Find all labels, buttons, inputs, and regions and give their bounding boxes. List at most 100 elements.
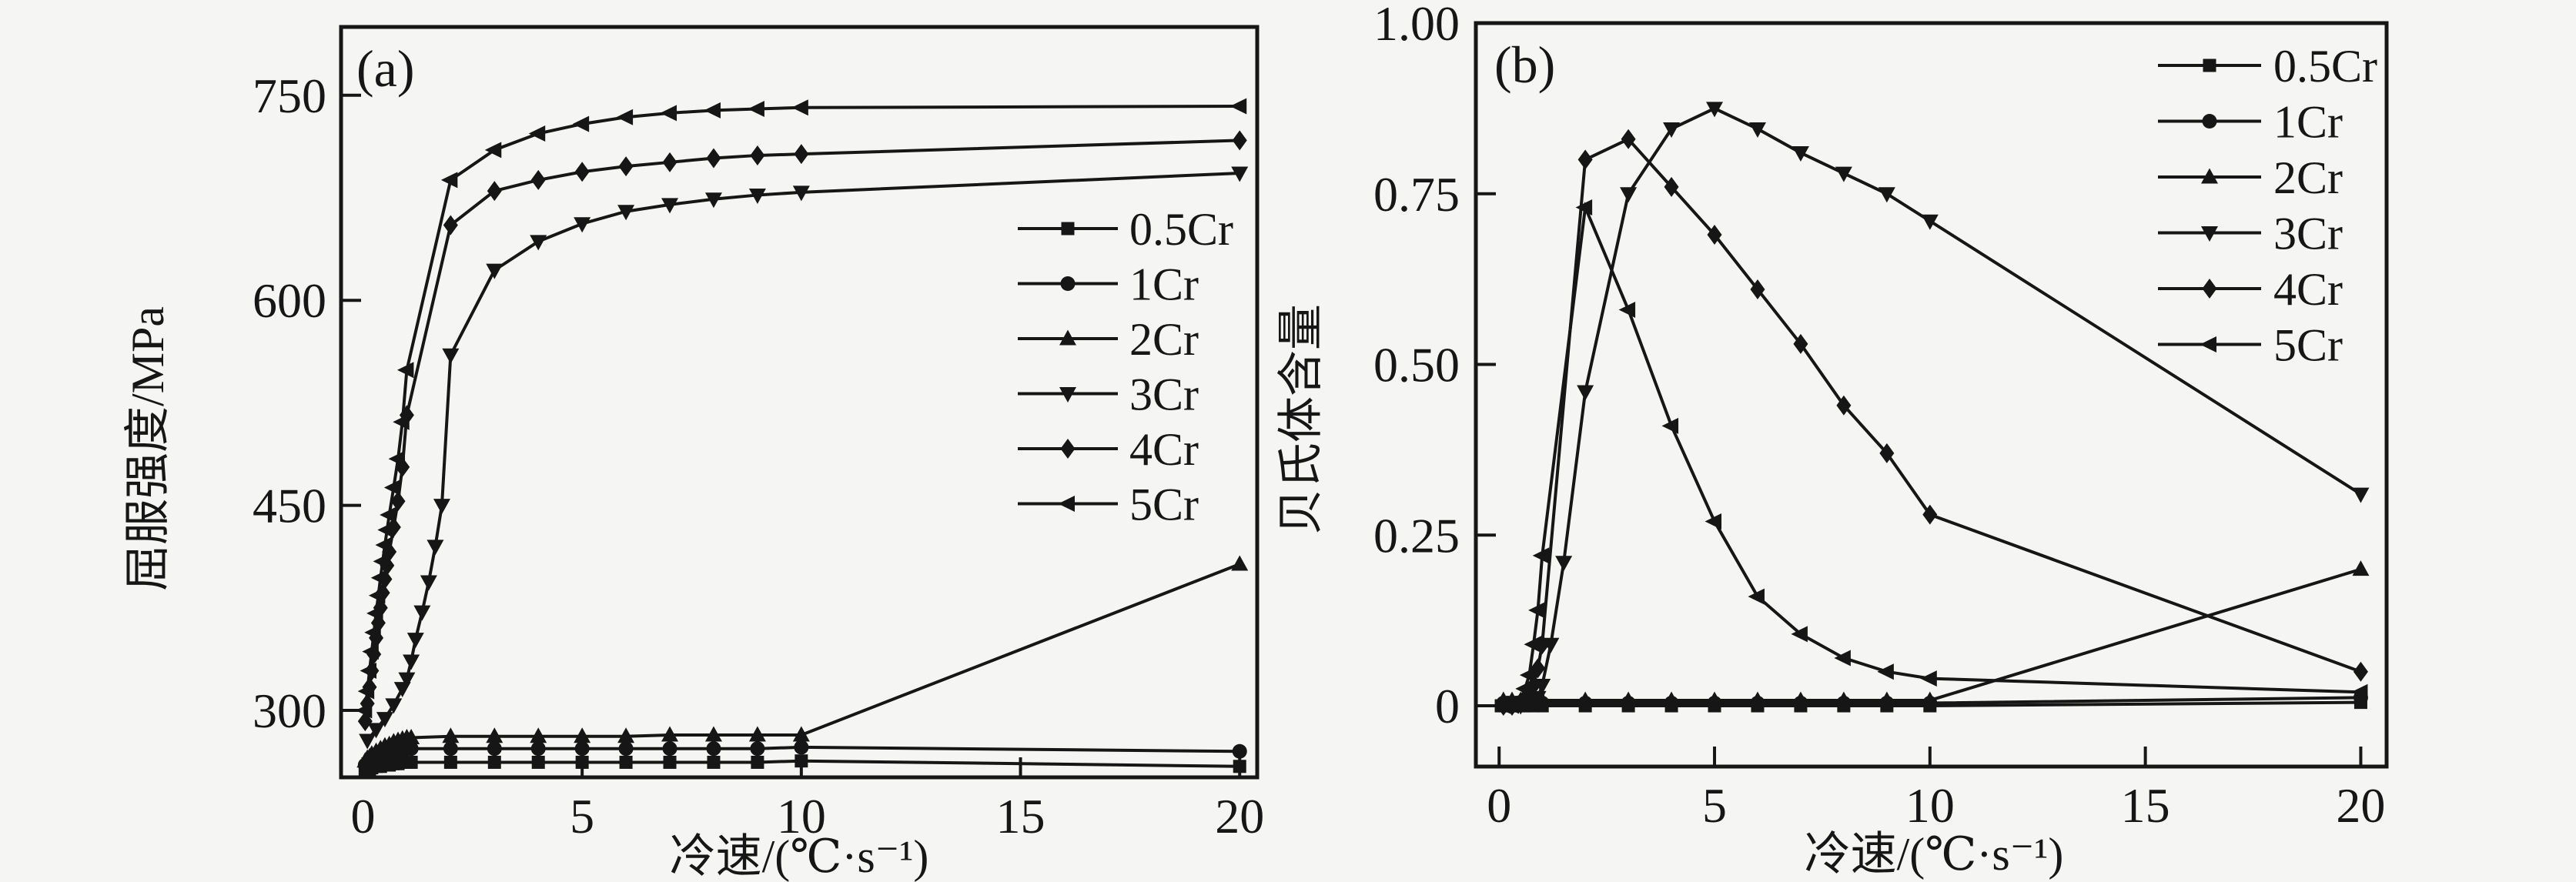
series-5Cr — [355, 98, 1247, 719]
marker-diamond-icon — [487, 181, 502, 202]
x-tick-label: 10 — [1905, 778, 1955, 833]
marker-square-icon — [487, 755, 501, 769]
marker-square-icon — [795, 754, 808, 768]
marker-triangle-left-icon — [616, 109, 634, 125]
x-tick-label: 10 — [777, 789, 826, 844]
marker-triangle-left-icon — [1524, 636, 1541, 653]
series-4Cr — [357, 130, 1247, 732]
marker-triangle-down-icon — [1620, 187, 1638, 203]
marker-triangle-up-icon — [486, 727, 503, 743]
series-3Cr — [1494, 102, 2370, 715]
legend-item-0.5Cr: 0.5Cr — [2158, 41, 2377, 92]
x-tick-label: 0 — [1487, 778, 1511, 833]
marker-triangle-down-icon — [398, 672, 416, 688]
marker-triangle-left-icon — [1532, 547, 1550, 564]
marker-circle-icon — [750, 741, 765, 757]
marker-circle-icon — [443, 741, 458, 757]
marker-diamond-icon — [662, 152, 677, 172]
marker-triangle-up-icon — [1835, 691, 1852, 707]
marker-triangle-down-icon — [403, 654, 420, 670]
marker-triangle-left-icon — [1791, 626, 1808, 643]
marker-triangle-left-icon — [1618, 302, 1636, 319]
marker-triangle-left-icon — [375, 536, 392, 553]
y-tick-label: 0.75 — [1373, 167, 1460, 222]
marker-triangle-down-icon — [1577, 385, 1594, 401]
marker-triangle-left-icon — [1494, 697, 1510, 714]
marker-diamond-icon — [443, 215, 458, 236]
x-tick-label: 20 — [1215, 789, 1264, 844]
marker-circle-icon — [794, 740, 809, 755]
x-axis-label: 冷速/(℃·s⁻¹) — [670, 831, 929, 882]
marker-diamond-icon — [1879, 443, 1895, 463]
marker-square-icon — [707, 755, 721, 769]
y-tick-label: 0.50 — [1373, 338, 1460, 393]
panel-b: 0 5 10 15 20 0 0.25 0.50 0.75 1.00 (b) 冷速/(℃·s⁻¹) 贝氏… — [1276, 0, 2389, 880]
legend-label: 3Cr — [1129, 369, 1199, 420]
marker-triangle-up-icon — [403, 728, 420, 744]
y-axis-label: 屈服强度/MPa — [122, 306, 173, 591]
marker-circle-icon — [1232, 743, 1247, 759]
marker-triangle-up-icon — [704, 726, 722, 742]
marker-triangle-left-icon — [357, 683, 375, 700]
marker-triangle-left-icon — [373, 553, 390, 570]
x-tick-label: 5 — [570, 789, 594, 844]
legend-label: 4Cr — [2273, 264, 2343, 315]
legend-label: 2Cr — [2273, 152, 2343, 203]
legend-label: 5Cr — [1129, 479, 1199, 530]
marker-diamond-icon — [2202, 279, 2217, 299]
marker-triangle-left-icon — [380, 506, 396, 523]
marker-diamond-icon — [530, 169, 546, 190]
legend-label: 1Cr — [1129, 259, 1199, 310]
marker-triangle-down-icon — [792, 185, 810, 202]
legend-item-3Cr: 3Cr — [2158, 209, 2343, 259]
marker-diamond-icon — [390, 491, 406, 512]
legend-item-4Cr: 4Cr — [2158, 264, 2343, 315]
y-tick-label: 1.00 — [1373, 0, 1460, 51]
marker-triangle-up-icon — [1663, 691, 1681, 707]
marker-triangle-down-icon — [385, 698, 403, 714]
marker-triangle-up-icon — [748, 726, 766, 742]
marker-triangle-down-icon — [2352, 487, 2370, 503]
marker-triangle-left-icon — [383, 479, 401, 496]
marker-triangle-left-icon — [484, 142, 502, 159]
marker-triangle-left-icon — [1877, 663, 1894, 680]
marker-triangle-down-icon — [661, 198, 679, 214]
y-tick-label: 0.25 — [1373, 508, 1460, 563]
marker-diamond-icon — [1577, 149, 1593, 170]
marker-triangle-left-icon — [368, 587, 386, 604]
x-tick-label: 0 — [350, 789, 375, 844]
marker-square-icon — [531, 755, 545, 769]
marker-triangle-up-icon — [1231, 555, 1249, 571]
legend-label: 3Cr — [2273, 209, 2343, 259]
legend-item-4Cr: 4Cr — [1018, 424, 1199, 475]
marker-triangle-down-icon — [442, 348, 460, 364]
marker-triangle-left-icon — [2350, 683, 2368, 700]
marker-triangle-up-icon — [1577, 691, 1594, 707]
legend-item-1Cr: 1Cr — [1018, 259, 1199, 310]
marker-triangle-left-icon — [1058, 496, 1075, 512]
marker-triangle-down-icon — [2201, 226, 2218, 242]
marker-triangle-left-icon — [660, 105, 677, 122]
marker-triangle-up-icon — [2201, 168, 2218, 184]
marker-triangle-left-icon — [2200, 336, 2216, 352]
marker-triangle-down-icon — [1878, 187, 1895, 203]
legend-item-5Cr: 5Cr — [2158, 320, 2343, 371]
marker-triangle-up-icon — [792, 726, 810, 742]
marker-triangle-down-icon — [748, 188, 766, 204]
marker-diamond-icon — [1836, 395, 1852, 416]
marker-triangle-left-icon — [572, 115, 590, 132]
marker-triangle-up-icon — [1059, 329, 1076, 346]
plot-frame — [339, 25, 1260, 780]
x-axis-label: 冷速/(℃·s⁻¹) — [1805, 829, 2064, 880]
series-3Cr — [359, 166, 1249, 750]
marker-triangle-left-icon — [355, 702, 373, 719]
marker-triangle-up-icon — [1620, 691, 1638, 707]
marker-triangle-down-icon — [1791, 146, 1809, 162]
marker-diamond-icon — [706, 148, 721, 169]
legend-label: 1Cr — [2273, 97, 2343, 148]
marker-triangle-left-icon — [366, 605, 383, 622]
marker-triangle-down-icon — [1231, 166, 1249, 182]
